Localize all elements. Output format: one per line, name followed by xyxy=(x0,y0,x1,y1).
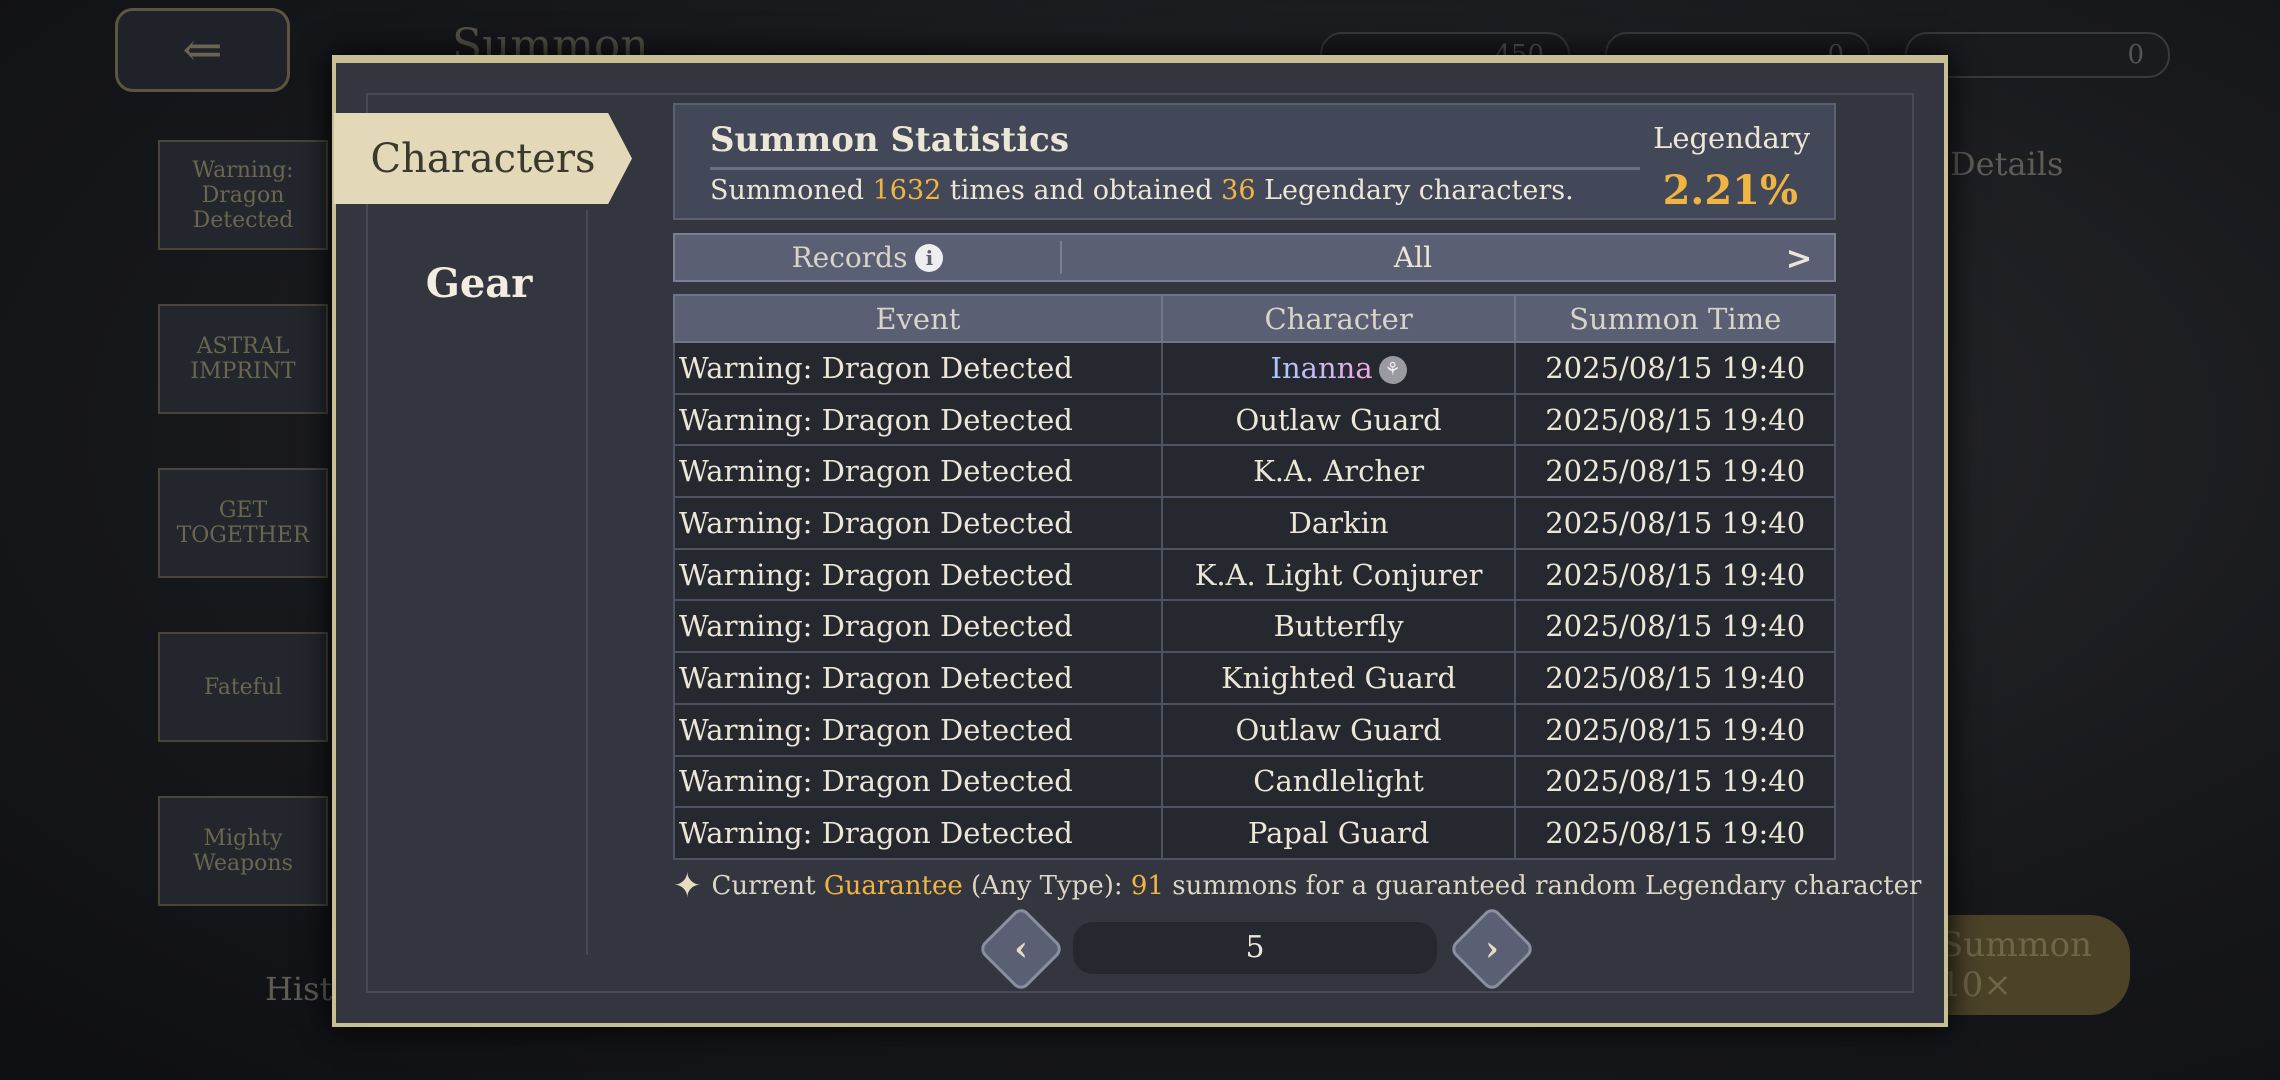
table-row: Warning: Dragon Detected Knighted Guard 20… xyxy=(673,651,1836,705)
chevron-left-icon: ‹ xyxy=(1014,929,1028,969)
guarantee-info: ✦ Current Guarantee (Any Type): 91 summo… xyxy=(673,866,1922,906)
divider xyxy=(586,210,588,955)
character-cell: Darkin xyxy=(1160,496,1517,550)
event-cell: Warning: Dragon Detected xyxy=(673,341,1163,395)
table-row: Warning: Dragon Detected Outlaw Guard 2025… xyxy=(673,702,1836,757)
column-header: Summon Time xyxy=(1514,294,1836,343)
event-cell: Warning: Dragon Detected xyxy=(673,392,1163,447)
event-cell: Warning: Dragon Detected xyxy=(673,754,1163,809)
event-cell: Warning: Dragon Detected xyxy=(673,547,1163,602)
character-cell: Outlaw Guard xyxy=(1160,702,1517,757)
banner-item[interactable]: Fateful xyxy=(158,632,328,742)
arrow-left-icon: ⇐ xyxy=(182,22,223,78)
stats-summary: Summoned 1632 times and obtained 36 Lege… xyxy=(710,175,1574,206)
banner-list: Warning: Dragon Detected ASTRAL IMPRINT … xyxy=(158,140,328,960)
character-cell: K.A. Light Conjurer xyxy=(1160,547,1517,602)
records-table: Event Character Summon Time Warning: Dra… xyxy=(673,294,1836,860)
stats-panel: Summon Statistics Summoned 1632 times an… xyxy=(673,103,1836,220)
banner-item[interactable]: ASTRAL IMPRINT xyxy=(158,304,328,414)
time-cell: 2025/08/15 19:40 xyxy=(1514,702,1836,757)
character-cell: Butterfly xyxy=(1160,599,1517,654)
banner-item[interactable]: GET TOGETHER xyxy=(158,468,328,578)
time-cell: 2025/08/15 19:40 xyxy=(1514,599,1836,654)
legendary-label: Legendary xyxy=(1653,121,1810,155)
tab-gear[interactable]: Gear xyxy=(425,260,533,307)
column-header: Event xyxy=(673,294,1163,343)
time-cell: 2025/08/15 19:40 xyxy=(1514,547,1836,602)
character-cell: Inanna ⚘ xyxy=(1160,341,1517,395)
event-cell: Warning: Dragon Detected xyxy=(673,444,1163,499)
banner-item[interactable]: Mighty Weapons xyxy=(158,796,328,906)
table-row: Warning: Dragon Detected Inanna ⚘ 2025/08/1… xyxy=(673,341,1836,395)
divider xyxy=(710,167,1640,170)
time-cell: 2025/08/15 19:40 xyxy=(1514,651,1836,705)
event-cell: Warning: Dragon Detected xyxy=(673,702,1163,757)
sparkle-icon: ✦ xyxy=(673,866,702,906)
time-cell: 2025/08/15 19:40 xyxy=(1514,496,1836,550)
time-cell: 2025/08/15 19:40 xyxy=(1514,392,1836,447)
legendary-badge-icon: ⚘ xyxy=(1378,355,1407,384)
records-filter[interactable]: Records i All > xyxy=(673,233,1836,282)
records-filter-value: All xyxy=(1393,241,1433,274)
legendary-rate: 2.21% xyxy=(1662,167,1798,214)
event-cell: Warning: Dragon Detected xyxy=(673,599,1163,654)
table-row: Warning: Dragon Detected Papal Guard 2025/… xyxy=(673,806,1836,860)
info-icon[interactable]: i xyxy=(915,243,944,272)
table-row: Warning: Dragon Detected K.A. Light Conju… xyxy=(673,547,1836,602)
character-cell: Knighted Guard xyxy=(1160,651,1517,705)
table-row: Warning: Dragon Detected Butterfly 2025/08… xyxy=(673,599,1836,654)
time-cell: 2025/08/15 19:40 xyxy=(1514,341,1836,395)
records-label: Records xyxy=(791,241,908,274)
time-cell: 2025/08/15 19:40 xyxy=(1514,754,1836,809)
event-cell: Warning: Dragon Detected xyxy=(673,806,1163,860)
summon-10-button[interactable]: Summon 10× xyxy=(1940,915,2130,1015)
table-row: Warning: Dragon Detected Candlelight 2025/… xyxy=(673,754,1836,809)
tab-characters[interactable]: Characters xyxy=(334,113,632,204)
table-row: Warning: Dragon Detected Darkin 2025/08/15… xyxy=(673,496,1836,550)
character-cell: K.A. Archer xyxy=(1160,444,1517,499)
banner-item[interactable]: Warning: Dragon Detected xyxy=(158,140,328,250)
page-number: 5 xyxy=(1073,922,1437,974)
character-cell: Outlaw Guard xyxy=(1160,392,1517,447)
chevron-right-icon: › xyxy=(1485,929,1499,969)
details-button[interactable]: Details xyxy=(1950,145,2064,183)
time-cell: 2025/08/15 19:40 xyxy=(1514,444,1836,499)
column-header: Character xyxy=(1160,294,1517,343)
time-cell: 2025/08/15 19:40 xyxy=(1514,806,1836,860)
currency-pill: 0 xyxy=(1905,32,2170,78)
stats-title: Summon Statistics xyxy=(710,120,1069,160)
character-cell: Candlelight xyxy=(1160,754,1517,809)
event-cell: Warning: Dragon Detected xyxy=(673,496,1163,550)
table-row: Warning: Dragon Detected Outlaw Guard 2025… xyxy=(673,392,1836,447)
event-cell: Warning: Dragon Detected xyxy=(673,651,1163,705)
back-button[interactable]: ⇐ xyxy=(115,8,290,92)
table-row: Warning: Dragon Detected K.A. Archer 2025/… xyxy=(673,444,1836,499)
character-cell: Papal Guard xyxy=(1160,806,1517,860)
chevron-right-icon[interactable]: > xyxy=(1785,238,1813,277)
